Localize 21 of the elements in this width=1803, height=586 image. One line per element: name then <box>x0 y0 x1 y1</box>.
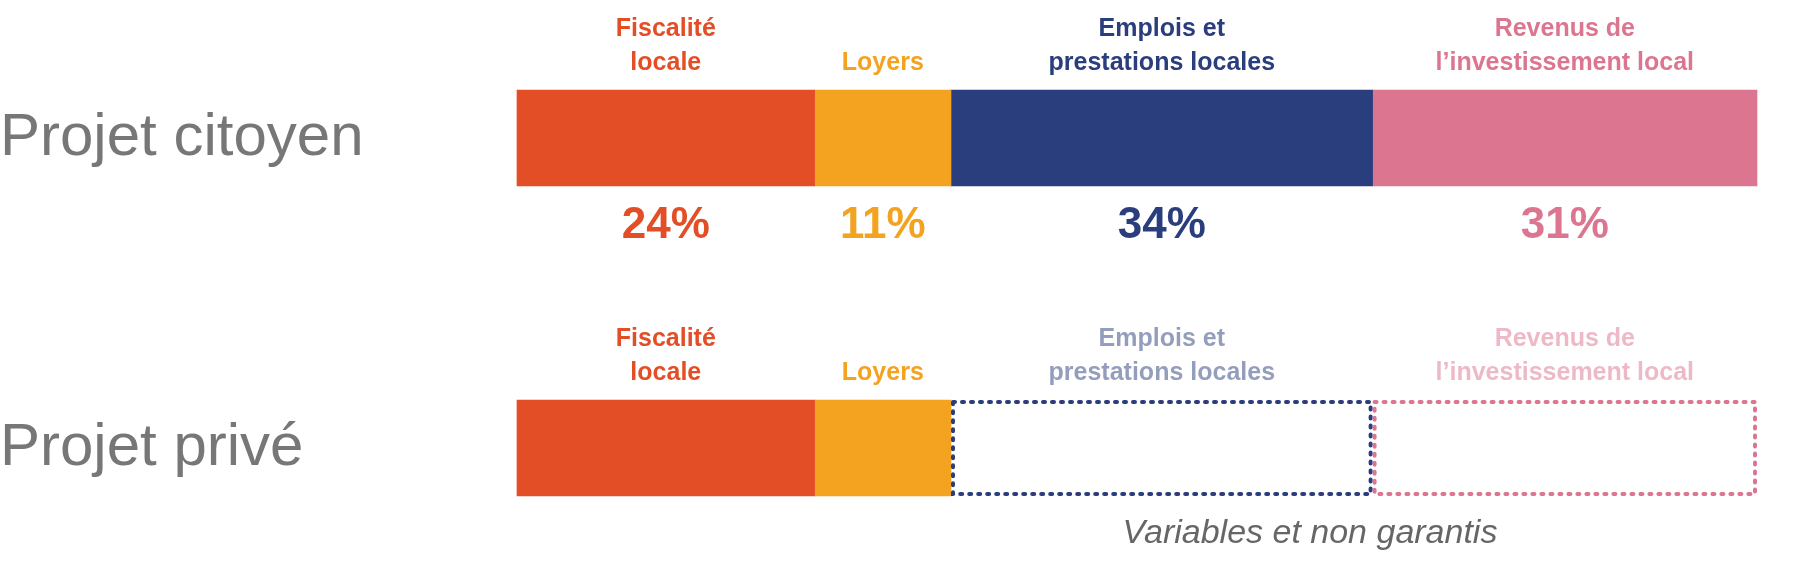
series-label: Loyers <box>841 47 924 76</box>
bar <box>950 89 1373 187</box>
data-label: 11% <box>839 198 926 248</box>
text: Loyers <box>841 357 924 386</box>
bar <box>814 89 952 187</box>
series-label: Emplois et prestations locales <box>1048 13 1276 76</box>
y-tick-label: Projet privé <box>0 410 304 478</box>
bar <box>516 399 815 497</box>
bar <box>814 399 952 497</box>
bar <box>1372 89 1758 187</box>
data-label: 31% <box>1520 198 1609 248</box>
text: Fiscalité locale <box>615 323 716 386</box>
series-label: Emplois et prestations locales <box>1048 323 1276 386</box>
bar <box>516 89 815 187</box>
data-label: 34% <box>1117 198 1206 248</box>
series-label: Revenus de l’investissement local <box>1435 13 1695 76</box>
y-tick-label: Projet citoyen <box>0 100 364 168</box>
series-label: Fiscalité locale <box>615 13 716 76</box>
series-label: Revenus de l’investissement local <box>1435 323 1695 386</box>
data-label: 24% <box>621 198 710 248</box>
annotation: Variables et non garantis <box>1121 512 1499 551</box>
